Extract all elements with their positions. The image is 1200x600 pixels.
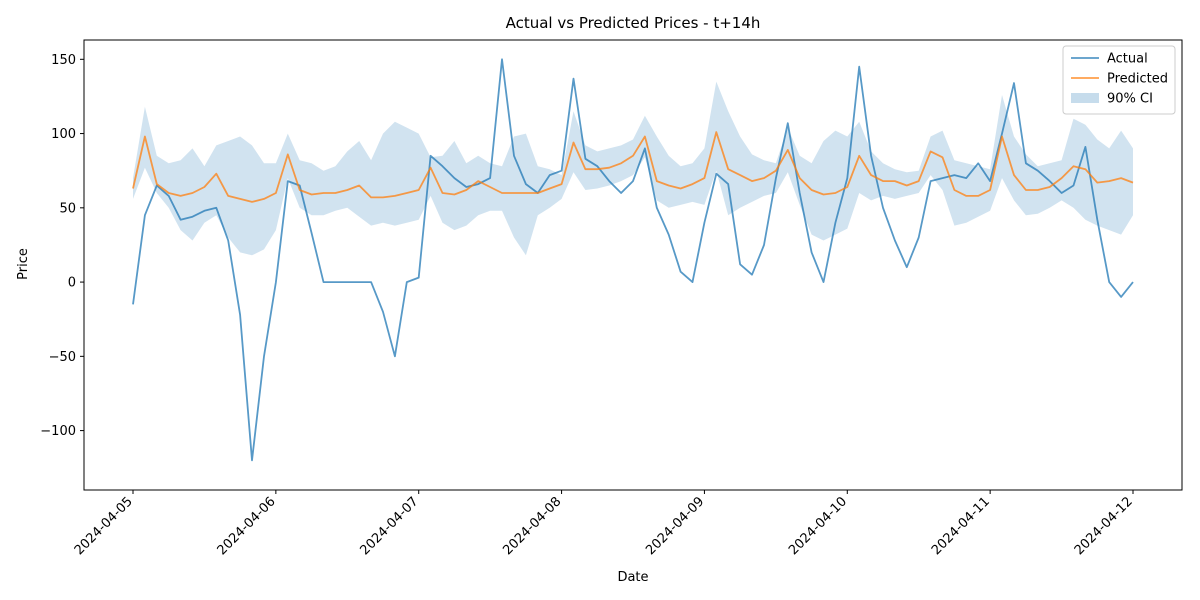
y-tick-label: −100 xyxy=(40,424,76,439)
series-lines-layer xyxy=(132,58,1134,462)
actual-series-line xyxy=(132,58,1134,462)
legend-ci-label: 90% CI xyxy=(1107,92,1153,107)
x-axis-title: Date xyxy=(617,570,648,585)
y-tick-label: 100 xyxy=(51,127,76,142)
chart-title: Actual vs Predicted Prices - t+14h xyxy=(506,14,761,32)
y-tick-label: 0 xyxy=(68,276,76,291)
ci-band-layer xyxy=(133,81,1133,256)
legend-actual-label: Actual xyxy=(1107,52,1148,67)
y-tick-label: 50 xyxy=(59,201,76,216)
legend: Actual Predicted 90% CI xyxy=(1062,45,1176,115)
plot-area-frame xyxy=(83,39,1183,491)
predicted-series-line xyxy=(132,131,1134,203)
y-axis-title: Price xyxy=(16,248,31,280)
ci-band xyxy=(133,81,1133,256)
y-tick-label: −50 xyxy=(49,350,76,365)
legend-ci-swatch xyxy=(1071,93,1099,103)
y-axis-ticks: −100 −50 0 50 100 150 xyxy=(40,53,84,439)
y-tick-label: 150 xyxy=(51,53,76,68)
legend-predicted-label: Predicted xyxy=(1107,72,1168,87)
